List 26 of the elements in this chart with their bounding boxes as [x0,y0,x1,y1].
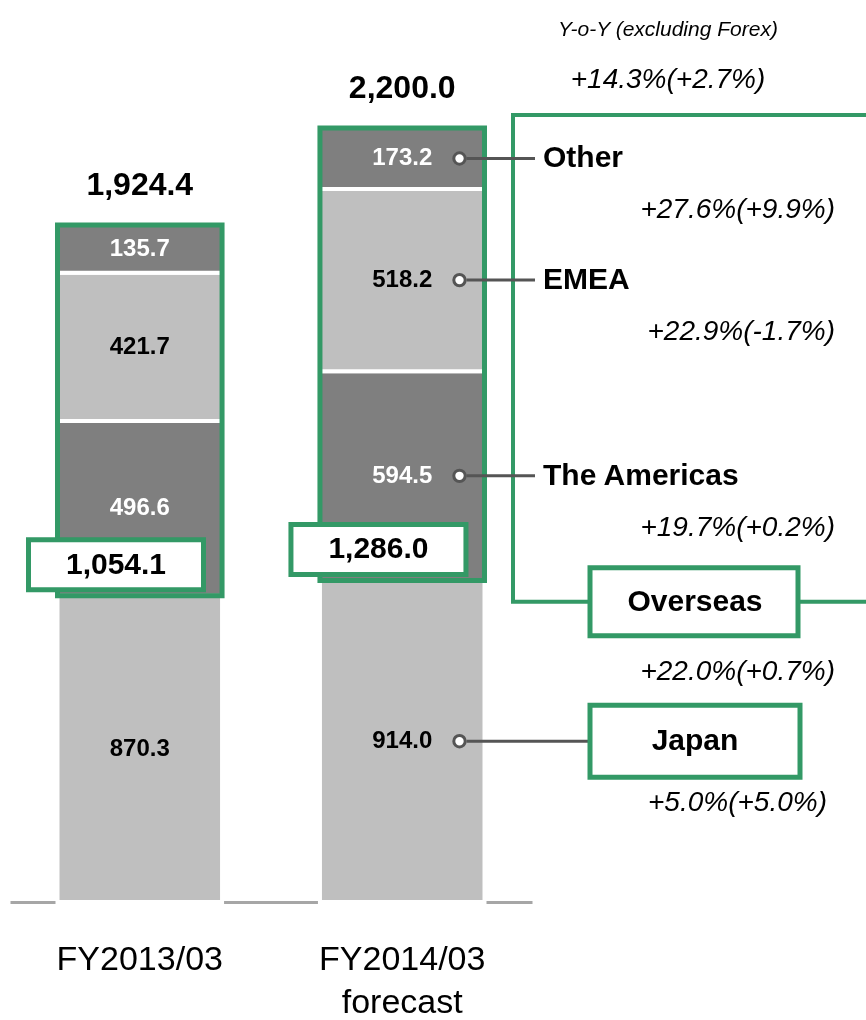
x-tick-label: FY2014/03 forecast [319,938,486,1020]
text: +14.3%(+2.7%) [570,63,766,94]
data-label: 870.3 [109,733,170,761]
data-label: 914.0 [372,726,433,754]
data-label: 594.5 [372,460,433,488]
text: Japan [651,723,739,757]
text: Y-o-Y (excluding Forex) [558,17,778,40]
total-label: 1,924.4 [86,165,194,202]
series-label: Other [543,140,624,174]
text: +22.9%(-1.7%) [647,315,835,347]
text: +22.0%(+0.7%) [640,654,835,686]
annotation: 1,286.0 [328,531,429,565]
data-label: 173.2 [372,143,433,171]
text: +5.0%(+5.0%) [648,786,827,818]
series-label: The Americas [543,457,739,491]
data-label: 496.6 [109,493,170,521]
data-label: 518.2 [372,265,433,293]
series-label: EMEA [543,262,630,296]
data-label: 135.7 [109,233,170,261]
total-label: 2,200.0 [348,69,456,105]
annotation: 1,054.1 [65,546,167,580]
text: +27.6%(+9.9%) [640,193,835,225]
x-tick-label: FY2013/03 [56,938,223,977]
data-label: 421.7 [109,331,170,359]
text: +19.7%(+0.2%) [640,510,835,542]
text: Overseas [627,583,763,617]
